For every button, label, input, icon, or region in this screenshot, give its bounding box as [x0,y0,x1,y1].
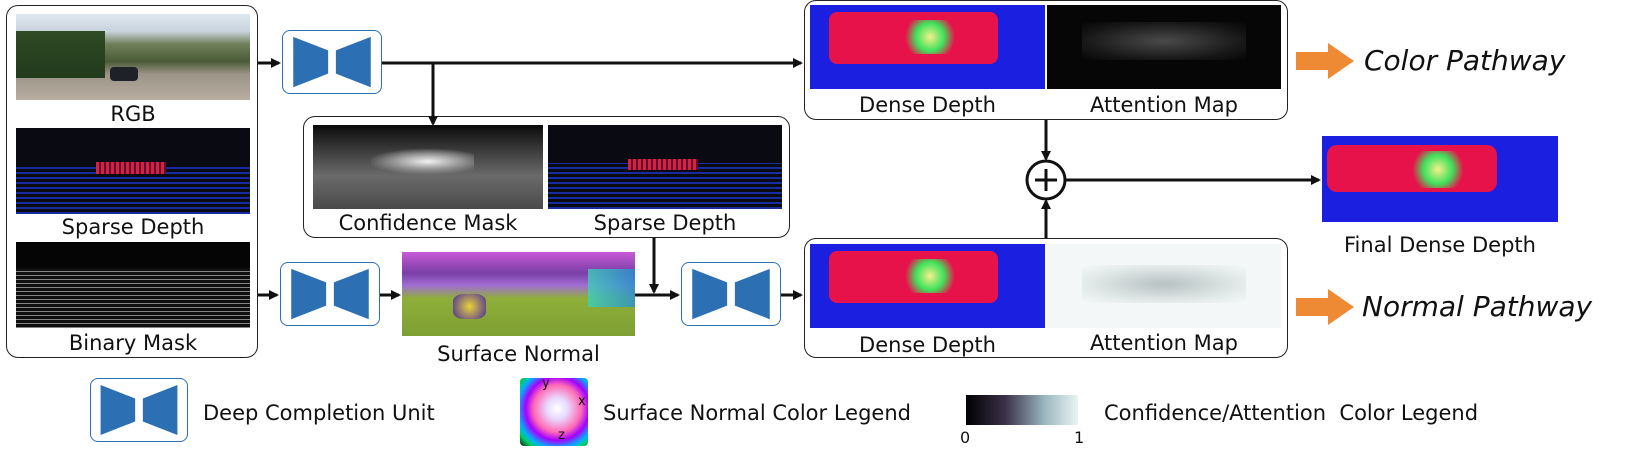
axis-x-label: x [578,394,586,409]
surface-normal-label: Surface Normal [437,342,600,366]
dense-depth-normal-image [810,244,1045,328]
attention-map-color-image [1047,5,1281,89]
final-dense-depth-label: Final Dense Depth [1344,233,1536,257]
normal-pathway-label: Normal Pathway [1362,290,1593,323]
orange-arrow-icon [1296,289,1354,325]
colorbar-max-label: 1 [1074,428,1085,447]
color-pathway-label: Color Pathway [1364,44,1566,77]
sparse-depth-input-image [16,128,250,214]
rgb-image [16,14,250,100]
confidence-legend-label: Confidence/Attention Color Legend [1104,401,1479,425]
final-dense-depth-image [1322,136,1558,222]
confidence-colorbar [966,395,1078,425]
attention-map-normal-label: Attention Map [1090,331,1238,355]
axis-z-label: z [558,428,565,443]
deep-completion-unit-icon [282,30,382,94]
dcu-legend-label: Deep Completion Unit [203,401,435,425]
surface-normal-image [402,252,635,336]
surface-normal-legend-image [520,378,588,446]
sparse-depth-mid-image [548,125,782,209]
sparse-depth-input-label: Sparse Depth [61,215,205,239]
confidence-mask-label: Confidence Mask [338,211,518,235]
deep-completion-unit-icon [681,262,781,326]
normal-legend-label: Surface Normal Color Legend [603,401,911,425]
binary-mask-image [16,242,250,328]
colorbar-min-label: 0 [960,428,971,447]
dense-depth-color-label: Dense Depth [859,93,996,117]
dense-depth-normal-label: Dense Depth [859,333,996,357]
axis-y-label: y [542,376,550,391]
attention-map-normal-image [1047,244,1281,328]
sparse-depth-mid-label: Sparse Depth [593,211,737,235]
dense-depth-color-image [810,5,1045,89]
attention-map-color-label: Attention Map [1090,93,1238,117]
orange-arrow-icon [1296,43,1354,79]
binary-mask-label: Binary Mask [68,331,198,355]
sum-circle-icon [1025,159,1067,201]
rgb-label: RGB [110,102,156,126]
deep-completion-unit-icon [90,378,188,442]
confidence-mask-image [313,125,543,209]
deep-completion-unit-icon [280,262,380,326]
